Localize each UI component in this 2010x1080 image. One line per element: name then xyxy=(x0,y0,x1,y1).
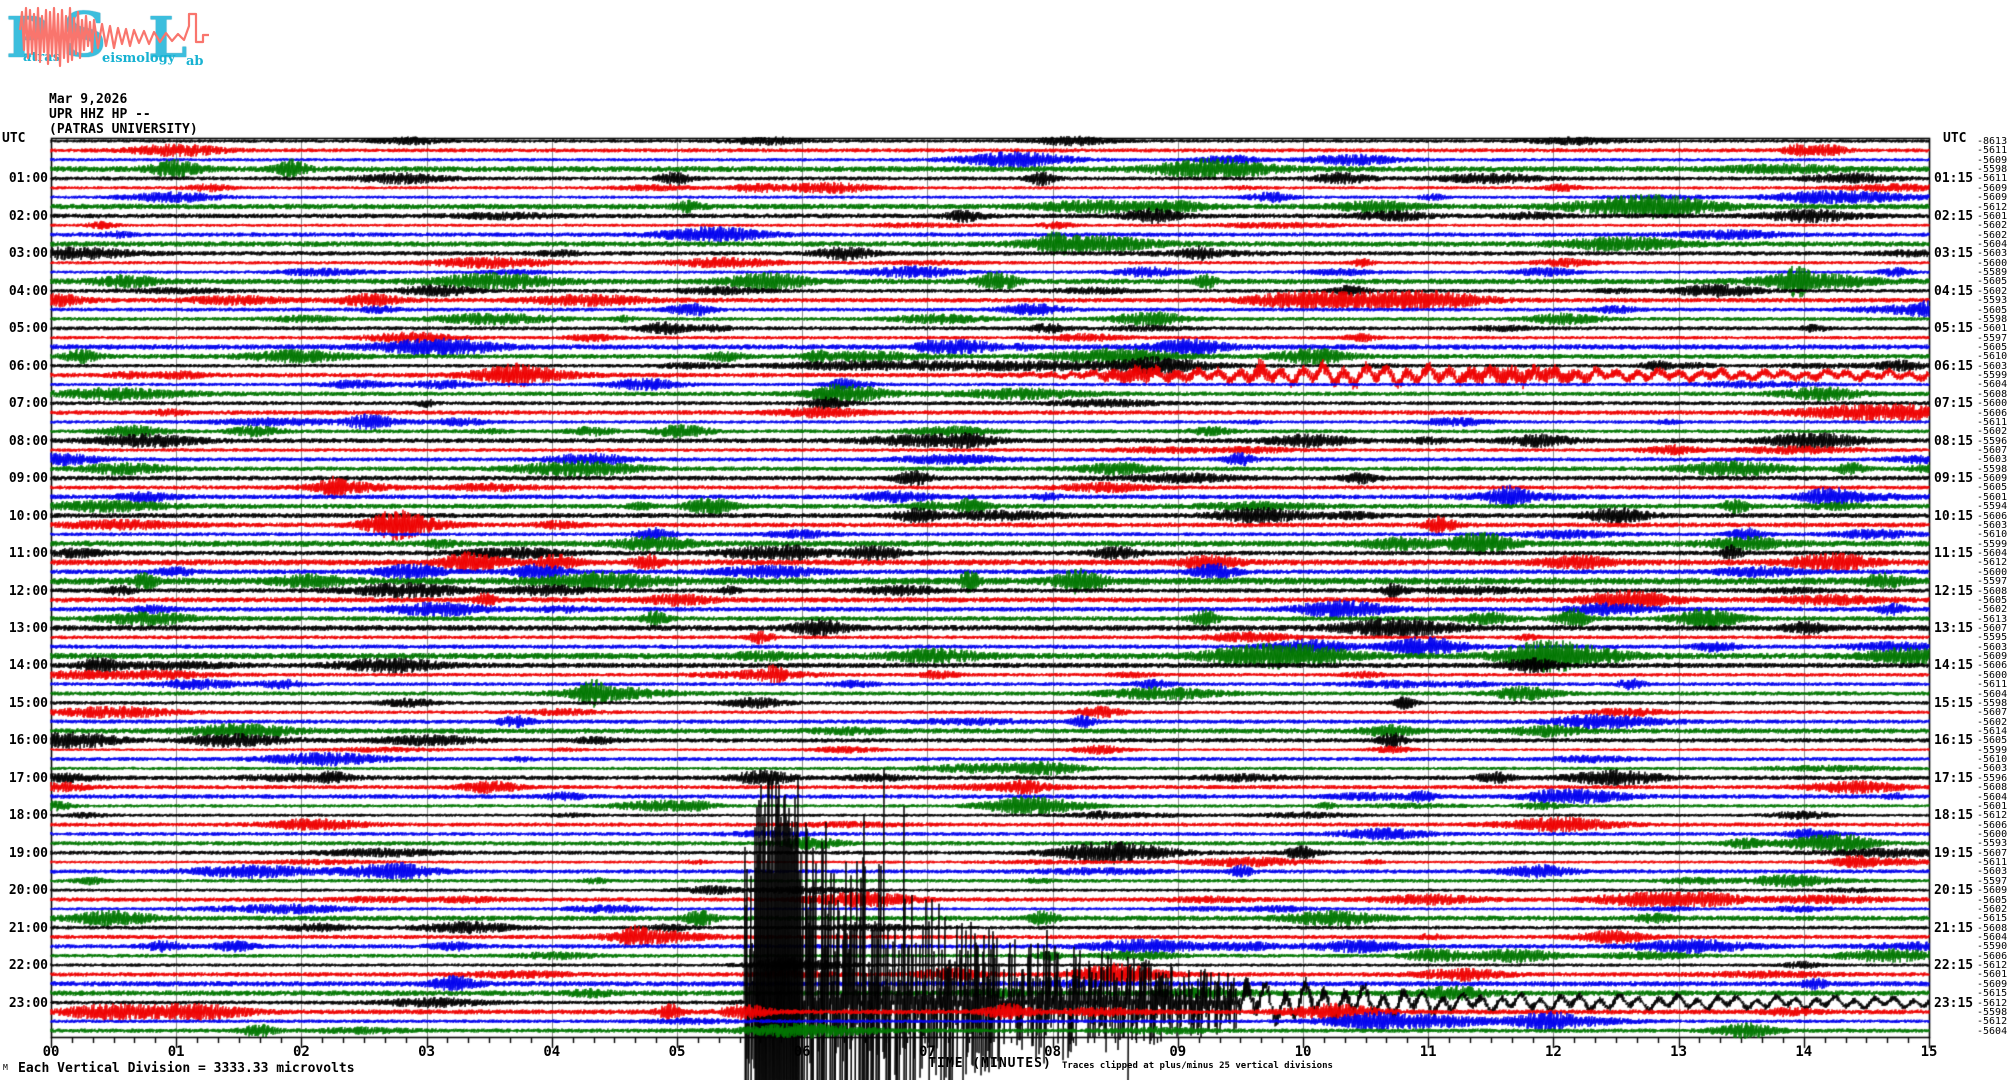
x-axis-minute-label: 02 xyxy=(292,1044,310,1060)
right-time-label: 20:15 xyxy=(1934,883,1974,899)
x-axis-minute-label: 12 xyxy=(1544,1044,1562,1060)
left-time-label: 20:00 xyxy=(8,883,48,899)
right-time-label: 18:15 xyxy=(1934,808,1974,824)
right-axis-title: UTC xyxy=(1943,131,1967,146)
right-time-label: 22:15 xyxy=(1934,958,1974,974)
left-time-label: 19:00 xyxy=(8,845,48,861)
x-axis-minute-label: 15 xyxy=(1920,1044,1938,1060)
left-time-label: 01:00 xyxy=(8,171,48,187)
x-axis-minute-label: 00 xyxy=(42,1044,60,1060)
right-time-label: 13:15 xyxy=(1934,620,1974,636)
left-time-label: 14:00 xyxy=(8,658,48,674)
right-time-label: 10:15 xyxy=(1934,508,1974,524)
right-time-label: 23:15 xyxy=(1934,995,1974,1011)
x-axis-minute-label: 14 xyxy=(1795,1044,1813,1060)
right-time-label: 19:15 xyxy=(1934,845,1974,861)
left-time-label: 17:00 xyxy=(8,770,48,786)
left-time-label: 12:00 xyxy=(8,583,48,599)
right-time-label: 03:15 xyxy=(1934,246,1974,262)
right-time-label: 15:15 xyxy=(1934,695,1974,711)
left-time-label: 11:00 xyxy=(8,546,48,562)
corner-mark: M xyxy=(3,1063,8,1072)
x-axis-minute-label: 01 xyxy=(167,1044,185,1060)
left-time-label: 07:00 xyxy=(8,396,48,412)
x-axis-minute-label: 10 xyxy=(1294,1044,1312,1060)
right-time-label: 16:15 xyxy=(1934,733,1974,749)
right-time-label: 01:15 xyxy=(1934,171,1974,187)
left-time-label: 18:00 xyxy=(8,808,48,824)
header-affiliation: (PATRAS UNIVERSITY) xyxy=(49,122,198,137)
header-station: UPR HHZ HP -- xyxy=(49,107,151,122)
psl-logo: P S L atras eismology ab xyxy=(6,2,211,74)
left-time-label: 02:00 xyxy=(8,208,48,224)
right-time-label: 02:15 xyxy=(1934,208,1974,224)
x-axis-minute-label: 13 xyxy=(1670,1044,1688,1060)
left-time-label: 16:00 xyxy=(8,733,48,749)
right-time-label: 21:15 xyxy=(1934,920,1974,936)
clipping-note: Traces clipped at plus/minus 25 vertical… xyxy=(1062,1061,1333,1071)
left-axis-title: UTC xyxy=(2,131,26,146)
x-axis-minute-label: 04 xyxy=(543,1044,561,1060)
right-time-label: 17:15 xyxy=(1934,770,1974,786)
left-time-label: 03:00 xyxy=(8,246,48,262)
logo-seismic-wave-icon xyxy=(18,6,209,68)
right-time-label: 07:15 xyxy=(1934,396,1974,412)
right-time-label: 11:15 xyxy=(1934,546,1974,562)
header-date: Mar 9,2026 xyxy=(49,92,128,107)
right-time-label: 05:15 xyxy=(1934,321,1974,337)
x-axis-minute-label: 11 xyxy=(1419,1044,1437,1060)
left-time-label: 15:00 xyxy=(8,695,48,711)
x-axis-minute-label: 03 xyxy=(418,1044,436,1060)
x-axis-title: TIME (MINUTES) xyxy=(928,1056,1052,1071)
left-time-label: 05:00 xyxy=(8,321,48,337)
left-time-label: 22:00 xyxy=(8,958,48,974)
left-time-label: 23:00 xyxy=(8,995,48,1011)
left-time-label: 06:00 xyxy=(8,358,48,374)
right-time-label: 06:15 xyxy=(1934,358,1974,374)
x-axis-minute-label: 09 xyxy=(1169,1044,1187,1060)
right-time-label: 04:15 xyxy=(1934,283,1974,299)
right-time-label: 09:15 xyxy=(1934,471,1974,487)
x-axis-minute-label: 05 xyxy=(668,1044,686,1060)
scale-note: Each Vertical Division = 3333.33 microvo… xyxy=(18,1061,355,1076)
x-axis-minute-label: 06 xyxy=(793,1044,811,1060)
left-time-label: 13:00 xyxy=(8,620,48,636)
left-time-label: 08:00 xyxy=(8,433,48,449)
left-time-label: 04:00 xyxy=(8,283,48,299)
right-time-label: 08:15 xyxy=(1934,433,1974,449)
right-time-label: 14:15 xyxy=(1934,658,1974,674)
left-time-label: 21:00 xyxy=(8,920,48,936)
left-time-label: 10:00 xyxy=(8,508,48,524)
trace-offset-value: -5604 xyxy=(1977,1025,2008,1037)
left-time-label: 09:00 xyxy=(8,471,48,487)
right-time-label: 12:15 xyxy=(1934,583,1974,599)
